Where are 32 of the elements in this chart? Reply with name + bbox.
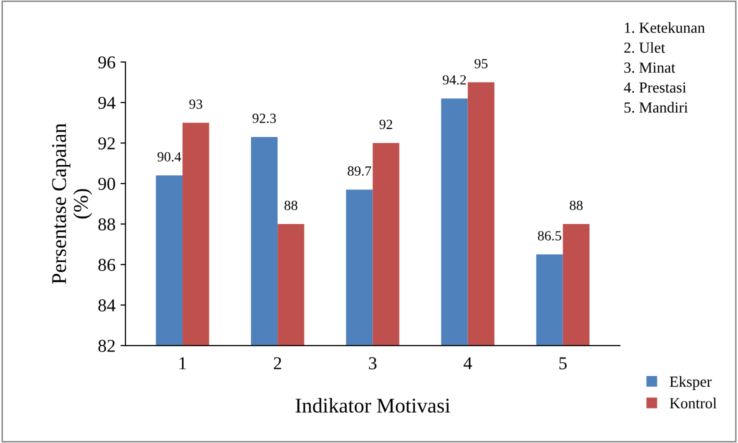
- text: 3. Minat: [624, 62, 676, 73]
- y-axis-title: Persentase Capaian (%): [52, 123, 92, 284]
- legend-label: Eksper: [670, 376, 712, 390]
- text: 4. Prestasi: [624, 82, 686, 93]
- y-tick-label: 96: [98, 56, 116, 68]
- data-label: 94.2: [442, 75, 466, 85]
- y-tick-label: 88: [98, 218, 116, 230]
- y-tick-label: 86: [98, 258, 116, 271]
- data-label: 92.3: [252, 114, 276, 124]
- x-axis-title: Indikator Motivasi: [296, 398, 450, 413]
- text: 5. Mandiri: [624, 102, 688, 113]
- data-label: 89.7: [348, 166, 372, 176]
- x-tick-label: 1: [180, 357, 186, 370]
- data-label: 86.5: [538, 231, 562, 241]
- y-tick-label: 90: [98, 178, 116, 190]
- data-label: 88: [284, 200, 298, 210]
- y-tick-label: 84: [98, 299, 116, 312]
- data-label: 93: [189, 100, 202, 109]
- text: 1. Ketekunan: [624, 22, 705, 33]
- x-tick-label: 2: [274, 357, 282, 370]
- x-tick-label: 4: [464, 357, 472, 370]
- data-label: 92: [380, 120, 392, 130]
- x-tick-label: 3: [369, 357, 376, 370]
- y-tick-label: 82: [98, 340, 115, 352]
- data-label: 95: [474, 59, 488, 68]
- data-label: 90.4: [157, 152, 182, 162]
- legend-label: Kontrol: [670, 398, 717, 408]
- x-tick-label: 5: [559, 357, 567, 370]
- text: 2. Ulet: [624, 42, 666, 53]
- y-tick-label: 92: [98, 137, 115, 150]
- data-label: 88: [570, 200, 583, 210]
- y-tick-label: 94: [98, 96, 116, 109]
